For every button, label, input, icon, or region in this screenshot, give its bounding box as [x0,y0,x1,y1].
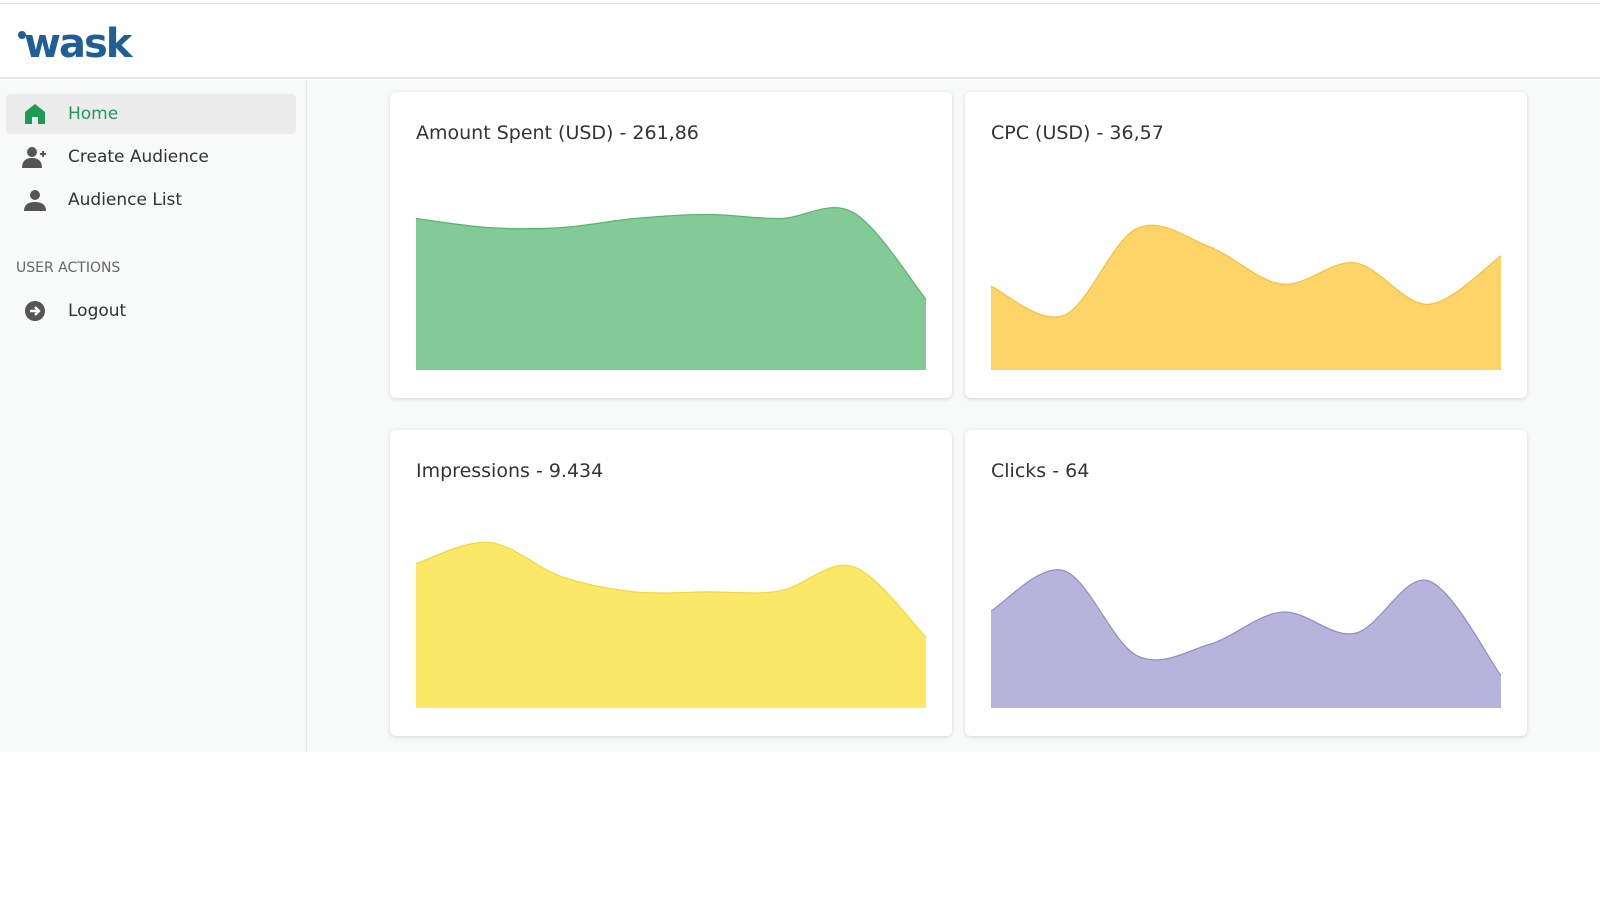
area-fill [416,542,926,708]
area-line [991,569,1501,677]
sidebar: Home Create Audience Audience List USER … [0,80,307,752]
sidebar-item-create-audience[interactable]: Create Audience [6,137,296,177]
sidebar-item-home[interactable]: Home [6,94,296,134]
area-fill [416,207,926,370]
area-line [416,541,926,638]
card-title: Amount Spent (USD) - 261,86 [416,122,699,144]
sidebar-item-label: Logout [68,301,127,321]
chart-card-impressions: Impressions - 9.434 [390,430,952,736]
sidebar-item-logout[interactable]: Logout [6,291,296,331]
card-title: CPC (USD) - 36,57 [991,122,1164,144]
area-fill [991,225,1501,370]
user-plus-icon [20,145,50,169]
top-border [0,0,1600,4]
area-chart [416,541,926,708]
chart-card-clicks: Clicks - 64 [965,430,1527,736]
chart-card-amount-spent: Amount Spent (USD) - 261,86 [390,92,952,398]
area-chart [991,224,1501,370]
area-chart [416,207,926,370]
home-icon [20,102,50,126]
wask-logo[interactable]: wask [16,19,148,69]
section-label: USER ACTIONS [16,260,121,276]
area-chart [991,569,1501,708]
svg-text:wask: wask [24,21,134,65]
arrow-circle-right-icon [20,300,50,322]
sidebar-item-audience-list[interactable]: Audience List [6,180,296,220]
header: wask [0,5,1600,79]
sidebar-item-label: Create Audience [68,147,209,167]
sidebar-item-label: Audience List [68,190,183,210]
user-icon [20,188,50,212]
chart-card-cpc: CPC (USD) - 36,57 [965,92,1527,398]
area-fill [991,569,1501,708]
area-line [416,207,926,300]
card-title: Impressions - 9.434 [416,460,604,482]
area-line [991,224,1501,318]
sidebar-item-label: Home [68,104,119,124]
card-title: Clicks - 64 [991,460,1090,482]
